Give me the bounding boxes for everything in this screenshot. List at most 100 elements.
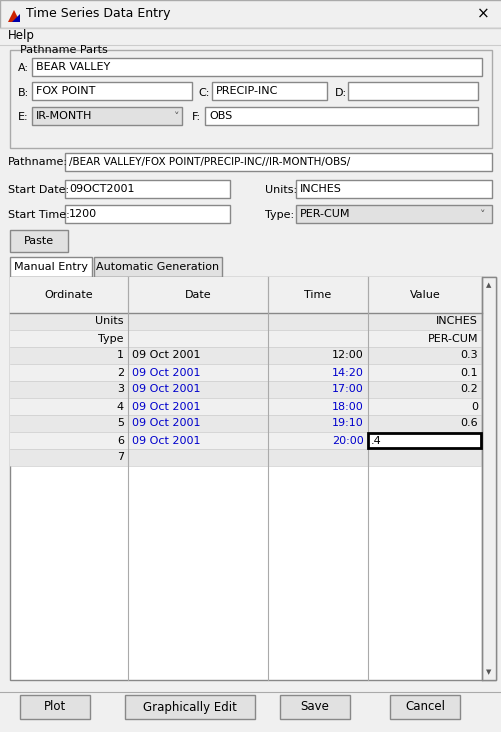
Bar [389, 695, 459, 719]
Text: ▲: ▲ [485, 282, 490, 288]
Text: 7: 7 [117, 452, 124, 463]
Text: OBS: OBS [208, 111, 232, 121]
Text: 09 Oct 2001: 09 Oct 2001 [132, 351, 200, 360]
Text: C:: C: [197, 88, 209, 98]
Text: ▼: ▼ [485, 669, 490, 675]
Text: 0.6: 0.6 [459, 419, 477, 428]
Polygon shape [8, 10, 20, 22]
Text: Pathname:: Pathname: [8, 157, 68, 167]
Text: .4: .4 [370, 436, 381, 446]
Text: PER-CUM: PER-CUM [427, 334, 477, 343]
Bar [10, 50, 491, 148]
Text: Plot: Plot [44, 701, 66, 714]
Bar [65, 205, 229, 223]
Text: PER-CUM: PER-CUM [300, 209, 350, 219]
Text: ˅: ˅ [174, 112, 179, 122]
Bar [10, 277, 495, 680]
Bar [65, 180, 229, 198]
Text: Manual Entry: Manual Entry [14, 262, 88, 272]
Text: 2: 2 [117, 367, 124, 378]
Text: 1: 1 [117, 351, 124, 360]
Text: Start Time:: Start Time: [8, 210, 70, 220]
Bar [125, 695, 255, 719]
Text: 0.2: 0.2 [459, 384, 477, 395]
Text: 12:00: 12:00 [332, 351, 363, 360]
Bar [0, 28, 501, 45]
Polygon shape [12, 14, 20, 22]
Text: ×: × [475, 7, 488, 21]
Text: Save: Save [300, 701, 329, 714]
Text: ˅: ˅ [479, 210, 484, 220]
Bar [481, 277, 495, 680]
Text: Time Series Data Entry: Time Series Data Entry [26, 7, 170, 20]
Text: 18:00: 18:00 [332, 401, 363, 411]
Text: 3: 3 [117, 384, 124, 395]
Text: Ordinate: Ordinate [45, 290, 93, 300]
Text: 09 Oct 2001: 09 Oct 2001 [132, 384, 200, 395]
Text: 09OCT2001: 09OCT2001 [69, 184, 134, 194]
Text: Type: Type [98, 334, 124, 343]
Text: 1200: 1200 [69, 209, 97, 219]
Text: 4: 4 [117, 401, 124, 411]
Text: INCHES: INCHES [300, 184, 341, 194]
Bar [10, 230, 68, 252]
Bar [367, 433, 480, 448]
Text: Cancel: Cancel [404, 701, 444, 714]
Bar [211, 82, 326, 100]
Text: /BEAR VALLEY/FOX POINT/PRECIP-INC//IR-MONTH/OBS/: /BEAR VALLEY/FOX POINT/PRECIP-INC//IR-MO… [69, 157, 350, 167]
Bar [10, 347, 481, 364]
Text: PRECIP-INC: PRECIP-INC [215, 86, 278, 96]
Bar [10, 415, 481, 432]
Text: Date: Date [184, 290, 211, 300]
Text: B:: B: [18, 88, 29, 98]
Text: FOX POINT: FOX POINT [36, 86, 95, 96]
Bar [20, 695, 90, 719]
Text: E:: E: [18, 112, 29, 122]
Text: 14:20: 14:20 [332, 367, 363, 378]
Bar [32, 58, 481, 76]
Text: Type:: Type: [265, 210, 294, 220]
Text: Pathname Parts: Pathname Parts [20, 45, 108, 55]
Bar [32, 107, 182, 125]
Text: Value: Value [409, 290, 439, 300]
Bar [204, 107, 477, 125]
Text: 0.1: 0.1 [459, 367, 477, 378]
Text: A:: A: [18, 63, 29, 73]
Text: Automatic Generation: Automatic Generation [96, 262, 219, 272]
Text: 09 Oct 2001: 09 Oct 2001 [132, 436, 200, 446]
Text: 5: 5 [117, 419, 124, 428]
Bar [32, 82, 191, 100]
Text: 19:10: 19:10 [332, 419, 363, 428]
Text: Units: Units [95, 316, 124, 326]
Text: 0: 0 [470, 401, 477, 411]
Bar [347, 82, 477, 100]
Text: 09 Oct 2001: 09 Oct 2001 [132, 367, 200, 378]
Text: Units:: Units: [265, 185, 297, 195]
Text: 09 Oct 2001: 09 Oct 2001 [132, 419, 200, 428]
Bar [10, 277, 481, 313]
Bar [10, 313, 481, 330]
Bar [296, 205, 491, 223]
Text: 20:00: 20:00 [332, 436, 363, 446]
Bar [10, 257, 92, 277]
Text: Paste: Paste [24, 236, 54, 246]
Bar [94, 257, 221, 277]
Bar [10, 364, 481, 381]
Bar [10, 381, 481, 398]
Text: D:: D: [334, 88, 346, 98]
Text: F:: F: [191, 112, 201, 122]
Text: 0.3: 0.3 [459, 351, 477, 360]
Text: IR-MONTH: IR-MONTH [36, 111, 92, 121]
Text: Time: Time [304, 290, 331, 300]
Bar [10, 330, 481, 347]
Text: 17:00: 17:00 [332, 384, 363, 395]
Bar [10, 449, 481, 466]
Text: 6: 6 [117, 436, 124, 446]
Text: Graphically Edit: Graphically Edit [143, 701, 236, 714]
Text: BEAR VALLEY: BEAR VALLEY [36, 62, 110, 72]
Text: INCHES: INCHES [435, 316, 477, 326]
Bar [296, 180, 491, 198]
Text: 09 Oct 2001: 09 Oct 2001 [132, 401, 200, 411]
Bar [280, 695, 349, 719]
Bar [65, 153, 491, 171]
